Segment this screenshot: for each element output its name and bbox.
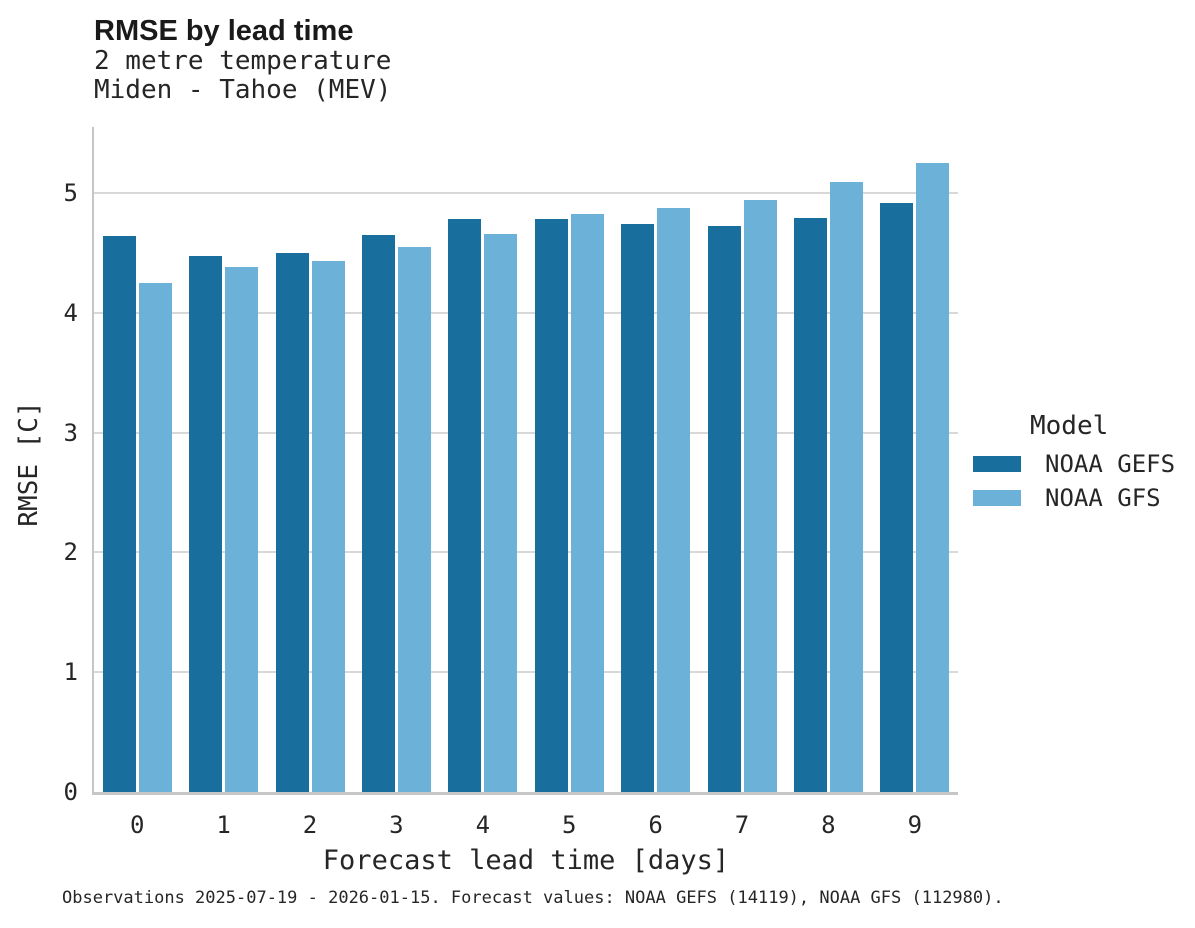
legend-row-noaa-gfs: NOAA GFS [973,481,1175,515]
legend-label-noaa-gefs: NOAA GEFS [1045,450,1176,478]
bar-noaa-gfs-day-9 [916,162,950,792]
gridline-y-1 [94,671,958,674]
x-tick-label-4: 4 [475,811,491,839]
bar-noaa-gfs-day-6 [657,208,691,792]
legend-swatch-noaa-gfs [973,490,1021,506]
gridline-y-3 [94,431,958,434]
y-tick-label-0: 0 [63,778,78,806]
gridline-y-2 [94,551,958,554]
x-tick-label-0: 0 [129,811,145,839]
legend-swatch-noaa-gefs [973,456,1021,472]
bar-noaa-gfs-day-7 [743,200,777,792]
bar-noaa-gfs-day-3 [397,246,431,792]
legend: Model NOAA GEFS NOAA GFS [973,412,1175,515]
x-tick-label-2: 2 [302,811,318,839]
bar-noaa-gefs-day-6 [621,224,655,792]
y-tick-label-2: 2 [63,538,78,567]
bar-noaa-gefs-day-0 [102,236,136,792]
x-axis-spine [92,792,958,795]
x-tick-label-1: 1 [216,811,231,839]
bar-noaa-gfs-day-4 [484,233,518,792]
x-tick-label-7: 7 [734,811,750,839]
bar-noaa-gfs-day-8 [829,182,863,792]
chart-subtitle: 2 metre temperature Miden - Tahoe (MEV) [94,47,391,105]
y-tick-label-5: 5 [63,178,78,207]
legend-title: Model [1030,411,1109,441]
gridline-y-5 [94,191,958,194]
chart-subtitle-line-2: Miden - Tahoe (MEV) [94,75,392,105]
footer-caption: Observations 2025-07-19 - 2026-01-15. Fo… [62,888,1004,908]
x-axis-title: Forecast lead time [days] [322,845,730,876]
bar-noaa-gefs-day-8 [793,218,827,792]
bar-noaa-gefs-day-4 [448,219,482,792]
y-tick-label-4: 4 [63,298,78,327]
x-tick-label-5: 5 [561,811,577,839]
plot-area [92,127,958,795]
bar-noaa-gefs-day-3 [361,234,395,792]
bar-noaa-gefs-day-5 [534,219,568,792]
y-tick-label-3: 3 [63,418,78,447]
chart-subtitle-line-1: 2 metre temperature [94,46,392,76]
bar-noaa-gfs-day-1 [225,267,259,792]
chart-title: RMSE by lead time [94,15,354,47]
x-tick-label-9: 9 [907,811,923,839]
legend-row-noaa-gefs: NOAA GEFS [973,447,1175,481]
bar-noaa-gfs-day-5 [570,214,604,792]
gridline-y-4 [94,311,958,314]
bar-noaa-gefs-day-7 [707,226,741,792]
bar-noaa-gfs-day-2 [311,261,345,792]
legend-label-noaa-gfs: NOAA GFS [1045,484,1161,512]
bar-noaa-gefs-day-9 [880,202,914,792]
bar-noaa-gefs-day-1 [189,256,223,792]
y-tick-label-1: 1 [63,658,78,687]
x-tick-label-6: 6 [648,811,663,839]
bar-noaa-gefs-day-2 [275,252,309,792]
x-tick-label-8: 8 [821,811,836,839]
bar-noaa-gfs-day-0 [138,282,172,792]
x-tick-label-3: 3 [389,811,404,839]
y-axis-spine [92,127,94,794]
